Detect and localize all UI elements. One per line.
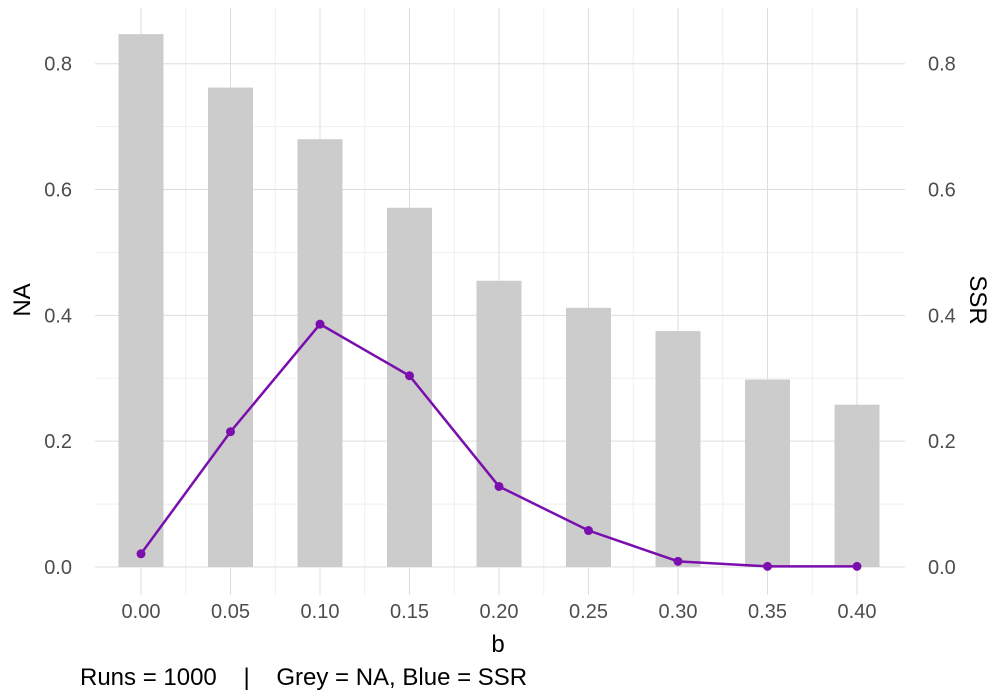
y-axis-title-left: NA: [9, 283, 36, 316]
bar-na-0.30: [655, 331, 701, 567]
bar-na-0.20: [476, 280, 522, 567]
x-tick-label: 0.00: [122, 601, 161, 623]
y-tick-label-right: 0.4: [928, 305, 956, 327]
x-tick-label: 0.20: [480, 601, 519, 623]
x-axis: 0.00 0.05 0.10 0.15 0.20 0.25 0.30 0.35 0.40: [122, 601, 877, 623]
x-axis-title: b: [491, 631, 504, 658]
bar-na-0.05: [208, 87, 253, 567]
y-tick-label-left: 0.0: [44, 557, 72, 579]
point-ssr-0.10: [315, 319, 325, 329]
x-tick-label: 0.25: [569, 601, 608, 623]
y-tick-label-left: 0.8: [44, 54, 72, 76]
y-tick-label-left: 0.6: [44, 180, 72, 202]
point-ssr-0.40: [852, 561, 862, 571]
y-tick-label-right: 0.0: [928, 557, 956, 579]
x-tick-label: 0.05: [211, 601, 250, 623]
point-ssr-0.25: [584, 526, 593, 536]
y-axis-title-right: SSR: [964, 275, 991, 324]
bars: [118, 34, 880, 568]
point-ssr-0.20: [494, 481, 504, 491]
point-ssr-0.00: [136, 549, 146, 559]
bar-na-0.10: [297, 139, 343, 567]
x-tick-label: 0.10: [301, 601, 340, 623]
y-tick-label-right: 0.8: [928, 54, 956, 76]
chart-caption: Runs = 1000 | Grey = NA, Blue = SSR: [80, 664, 527, 691]
ssr-line-series: [136, 319, 862, 571]
x-tick-label: 0.40: [838, 601, 877, 623]
point-ssr-0.05: [226, 427, 235, 437]
y-tick-label-right: 0.6: [928, 180, 956, 202]
point-ssr-0.15: [405, 371, 414, 381]
bar-na-0.15: [387, 207, 432, 567]
x-tick-label: 0.35: [748, 601, 787, 623]
y-tick-label-left: 0.4: [44, 305, 72, 327]
bar-na-0.35: [745, 379, 790, 567]
bar-na-0.40: [834, 404, 880, 567]
right-y-axis: 0.0 0.2 0.4 0.6 0.8: [928, 54, 956, 579]
x-tick-label: 0.30: [659, 601, 698, 623]
x-tick-label: 0.15: [390, 601, 429, 623]
bar-na-0.00: [118, 34, 164, 568]
left-y-axis: 0.0 0.2 0.4 0.6 0.8: [44, 54, 72, 579]
point-ssr-0.30: [673, 556, 683, 566]
point-ssr-0.35: [763, 561, 772, 571]
y-tick-label-right: 0.2: [928, 431, 956, 453]
y-tick-label-left: 0.2: [44, 431, 72, 453]
